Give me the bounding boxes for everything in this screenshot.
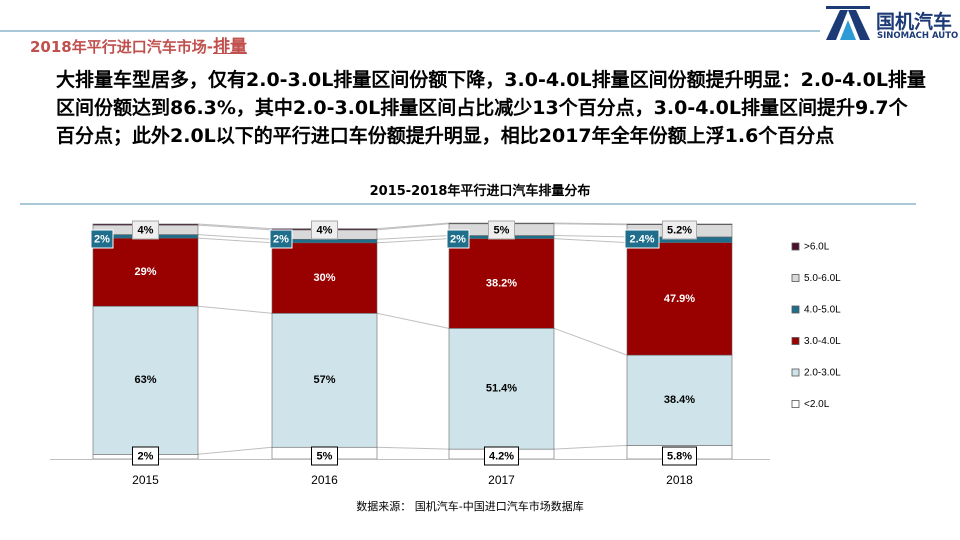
- data-label: 4.2%: [489, 450, 514, 462]
- bar-segment: [271, 242, 378, 314]
- data-label: 5%: [494, 224, 510, 236]
- company-logo: 国机汽车 SINOMACH AUTO: [826, 4, 958, 46]
- data-label: 5%: [317, 450, 333, 462]
- series-connector-line: [197, 446, 273, 455]
- series-connector-line: [553, 235, 628, 238]
- legend-label: >6.0L: [804, 242, 830, 253]
- sinomach-logo-icon: [826, 6, 870, 40]
- data-label: 47.9%: [664, 293, 695, 305]
- bar-segment: [92, 305, 199, 455]
- data-label-box: [446, 229, 470, 249]
- chart-title: 2015-2018年平行进口汽车排量分布: [369, 184, 591, 199]
- data-label-box: [624, 229, 660, 249]
- series-connector-line: [197, 224, 273, 231]
- series-connector-line: [553, 238, 628, 244]
- data-label: 38.4%: [664, 394, 695, 406]
- legend-swatch: [791, 337, 800, 345]
- data-label: 38.2%: [486, 277, 517, 289]
- series-connector-line: [197, 223, 273, 230]
- x-tick-label: 2018: [666, 473, 693, 487]
- series-connector-line: [553, 222, 628, 225]
- data-label-box: [90, 229, 114, 249]
- logo-text-en: SINOMACH AUTO: [877, 31, 959, 41]
- legend-label: 2.0-3.0L: [804, 368, 841, 379]
- legend-swatch: [791, 305, 800, 314]
- series-connector-line: [376, 222, 450, 230]
- data-label-box: [132, 446, 159, 466]
- data-label-box: [311, 446, 338, 466]
- series-connector-line: [553, 444, 628, 450]
- x-tick-label: 2017: [488, 473, 515, 487]
- series-connector-line: [376, 312, 450, 329]
- x-tick-label: 2015: [132, 473, 159, 487]
- series-connector-line: [376, 238, 450, 244]
- section-title: 2018年平行进口汽车市场-排量: [30, 32, 247, 57]
- data-label: 2.4%: [629, 233, 654, 245]
- data-label: 2%: [94, 233, 110, 245]
- logo-text-cn: 国机汽车: [876, 11, 953, 33]
- headline-text: 大排量车型居多，仅有2.0-3.0L排量区间份额下降，3.0-4.0L排量区间份…: [56, 69, 926, 147]
- bar-segment: [626, 242, 733, 356]
- series-connector-line: [197, 234, 273, 240]
- bar-segment: [626, 354, 733, 446]
- legend-label: 5.0-6.0L: [804, 273, 841, 284]
- data-label: 2%: [273, 233, 289, 245]
- data-label: 4%: [138, 224, 154, 236]
- data-label: 29%: [134, 266, 156, 278]
- section-title-prefix: 2018年平行进口汽车市场-: [30, 38, 213, 56]
- series-connector-line: [197, 305, 273, 314]
- legend-swatch: [791, 368, 800, 377]
- data-label-box: [662, 446, 697, 466]
- data-label-box: [484, 446, 519, 466]
- series-connector-line: [376, 223, 450, 231]
- data-label-box: [269, 229, 293, 249]
- series-connector-line: [376, 446, 450, 450]
- data-label-box: [662, 220, 697, 240]
- series-connector-line: [376, 235, 450, 240]
- data-label: 5.2%: [667, 224, 692, 236]
- series-connector-line: [197, 237, 273, 244]
- legend-label: <2.0L: [804, 399, 830, 410]
- header-rule: [0, 30, 820, 32]
- series-connector-line: [553, 223, 628, 226]
- legend-swatch: [791, 242, 800, 251]
- data-label: 2%: [138, 450, 154, 462]
- data-label: 30%: [313, 272, 335, 284]
- data-label: 4%: [317, 224, 333, 236]
- series-connector-line: [553, 327, 628, 356]
- data-label: 57%: [313, 374, 335, 386]
- legend-swatch: [791, 400, 800, 408]
- data-label-box: [132, 220, 159, 240]
- data-label-box: [488, 220, 515, 240]
- data-label: 63%: [134, 374, 156, 386]
- section-title-highlight: 排量: [212, 37, 247, 57]
- legend-swatch: [791, 274, 800, 282]
- x-tick-label: 2016: [311, 473, 338, 487]
- chart-title-rule: [20, 203, 916, 205]
- legend-label: 3.0-4.0L: [804, 336, 841, 347]
- data-label: 5.8%: [667, 450, 692, 462]
- data-label: 51.4%: [486, 383, 517, 395]
- bar-segment: [92, 237, 199, 307]
- data-label-box: [311, 220, 338, 240]
- bar-segment: [448, 238, 555, 329]
- legend-label: 4.0-5.0L: [804, 305, 841, 316]
- data-label: 2%: [450, 233, 466, 245]
- data-source: 数据来源： 国机汽车-中国进口汽车市场数据库: [356, 500, 584, 513]
